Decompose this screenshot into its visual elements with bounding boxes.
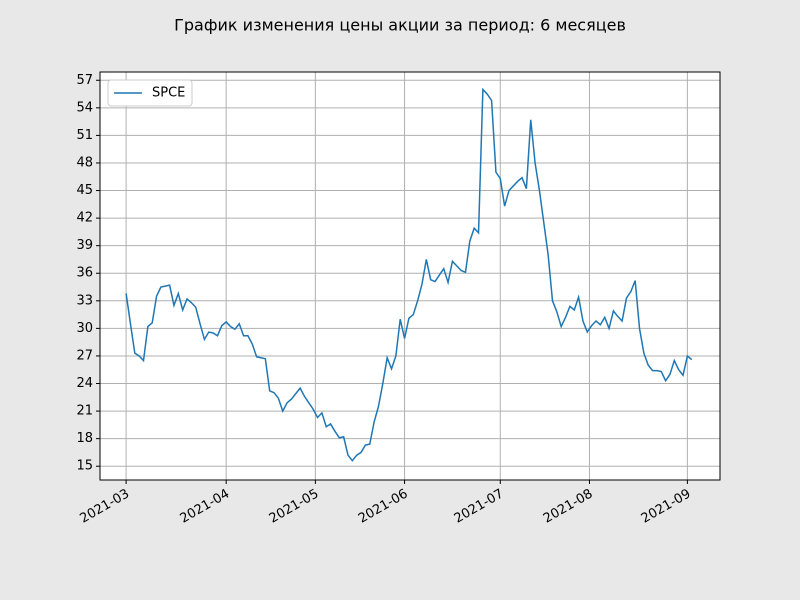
y-tick-label: 51 <box>76 128 93 143</box>
y-tick-label: 48 <box>76 155 93 170</box>
x-tick-label: 2021-03 <box>78 486 133 526</box>
x-tick-label: 2021-07 <box>452 486 507 526</box>
y-tick-label: 15 <box>76 459 93 474</box>
y-tick-label: 54 <box>76 100 93 115</box>
line <box>125 87 693 462</box>
legend-label: SPCE <box>152 86 185 101</box>
x-tick-label: 2021-08 <box>541 486 596 526</box>
y-tick-label: 33 <box>76 293 93 308</box>
y-tick-label: 18 <box>76 431 93 446</box>
y-tick-label: 42 <box>76 211 93 226</box>
chart-title: График изменения цены акции за период: 6… <box>174 16 626 35</box>
y-tick-label: 36 <box>76 266 93 281</box>
x-tick-label: 2021-04 <box>178 486 233 526</box>
x-tick-label: 2021-06 <box>356 486 411 526</box>
y-tick-label: 24 <box>76 376 93 391</box>
y-tick-label: 21 <box>76 404 93 419</box>
y-tick-label: 30 <box>76 321 93 336</box>
axes-frame <box>99 71 721 481</box>
plot-area <box>100 72 720 480</box>
y-tick-label: 45 <box>76 183 93 198</box>
y-tick-label: 57 <box>76 73 93 88</box>
x-tick-label: 2021-05 <box>267 486 322 526</box>
y-tick-label: 39 <box>76 238 93 253</box>
x-tick-label: 2021-09 <box>639 486 694 526</box>
y-tick-label: 27 <box>76 348 93 363</box>
legend-box <box>107 79 193 107</box>
